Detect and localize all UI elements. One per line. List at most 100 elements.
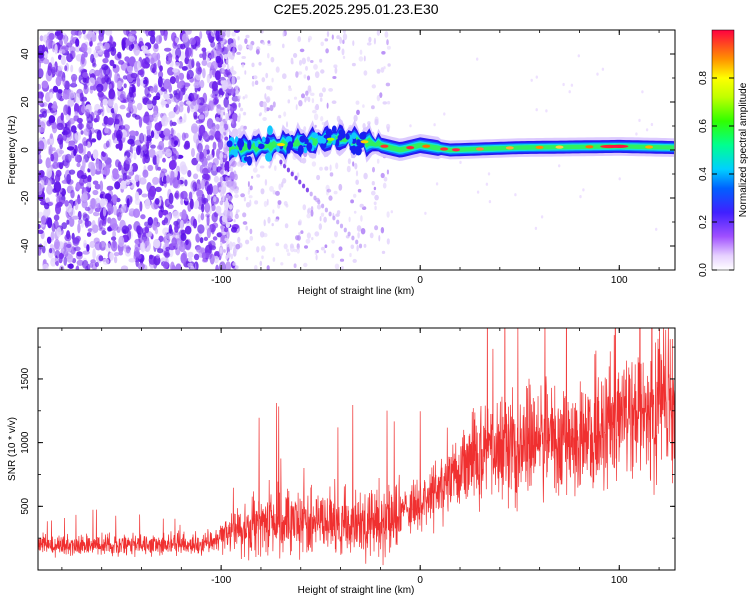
spectrogram-faint-cell [313,113,319,121]
spectrogram-noise-cell [38,184,43,196]
spectrogram-faint-cell [242,212,247,218]
spectrogram-noise-cell [168,111,176,119]
spectrogram-noise-cell [49,133,54,140]
spectrogram-noise-cell [68,169,76,175]
colorbar-tick-label: 0.2 [698,215,709,229]
spectrogram-noise-cell [112,132,116,141]
spectrogram-faint-cell [314,250,318,255]
spectrogram-noise-cell [101,152,106,158]
spectrogram-faint-cell [219,170,223,174]
spectrogram-noise-cell [78,121,83,131]
spectrogram-noise-cell [186,73,190,80]
spectrogram-noise-cell [56,89,63,101]
spectrogram-noise-cell [195,61,200,69]
spectrogram-faint-cell [303,157,306,163]
spectrogram-faint-cell [293,263,297,269]
spectrogram-noise-cell [93,118,98,123]
spectrogram-faint-cell [272,101,276,108]
spectrogram-faint-cell [252,167,258,173]
spectrogram-faint-cell [240,125,245,130]
spectrogram-noise-cell [89,262,94,268]
spectrogram-noise-cell [188,191,193,201]
spectrogram-ridge-peak [422,144,431,148]
spectrogram-noise-cell [211,185,219,195]
y-tick-label: -40 [20,238,31,253]
spectrogram-noise-cell [157,76,163,88]
spectrogram-noise-cell [167,52,173,64]
spectrogram-noise-cell [219,261,226,270]
spectrogram-streak-cell [309,191,313,197]
spectrogram-noise-cell [162,209,169,216]
spectrogram-noise-cell [70,189,75,199]
spectrogram-noise-cell [81,96,88,102]
spectrogram-noise-cell [95,157,99,165]
spectrogram-noise-cell [193,173,199,180]
spectrogram-noise-cell [74,111,78,116]
spectrogram-noise-cell [130,105,138,116]
spectrogram-noise-cell [82,158,86,170]
spectrogram-noise-cell [178,61,184,69]
spectrogram-faint-cell [247,181,250,188]
spectrogram-noise-cell [76,265,80,270]
spectrogram-noise-cell [111,236,117,241]
spectrogram-noise-cell [174,61,180,67]
spectrogram-ridge-peak [406,146,415,150]
spectrogram-noise-cell [138,233,144,244]
spectrogram-noise-cell [89,85,94,94]
colorbar-label: Normalized spectral amplitude [738,82,749,217]
spectrogram-noise-cell [212,236,218,241]
spectrogram-faint-cell [267,40,271,44]
spectrogram-noise-cell [61,222,67,230]
spectrogram-faint-cell [262,41,266,45]
spectrogram-faint-cell [306,232,311,239]
spectrogram-faint-cell [275,190,280,196]
spectrogram-noise-cell [62,89,70,100]
spectrogram-ridge-blob [238,143,243,151]
spectrogram-faint-cell [227,251,231,258]
spectrogram-noise-cell [213,255,219,264]
spectrogram-noise-cell [164,252,171,258]
spectrogram-noise-cell [152,110,158,123]
spectrogram-faint-cell [261,77,266,83]
spectrogram-faint-cell [307,208,310,214]
spectrogram-faint-cell [286,121,288,128]
spectrogram-noise-cell [67,98,75,107]
spectrogram-faint-cell [247,190,250,195]
spectrogram-faint-cell [558,164,561,168]
spectrogram-faint-cell [342,33,348,41]
spectrogram-noise-cell [133,44,141,56]
spectrogram-noise-cell [102,198,108,205]
spectrogram-noise-cell [160,205,164,213]
spectrogram-noise-cell [112,239,116,249]
spectrogram-ridge-blob [261,136,266,143]
spectrogram-noise-cell [168,160,177,171]
spectrogram-noise-cell [175,37,179,44]
spectrogram-faint-cell [304,245,308,249]
spectrogram-faint-cell [326,102,329,109]
spectrogram-noise-cell [58,39,63,47]
spectrogram-noise-cell [162,175,167,184]
spectrogram-faint-cell [297,36,302,43]
spectrogram-noise-cell [210,93,216,99]
spectrogram-faint-cell [229,187,235,193]
spectrogram-faint-cell [363,243,367,248]
spectrogram-faint-cell [535,108,538,112]
spectrogram-faint-cell [254,80,259,85]
spectrogram-faint-cell [386,45,391,50]
spectrogram-faint-cell [348,216,351,223]
spectrogram-noise-cell [162,91,168,98]
spectrogram-noise-cell [113,205,118,216]
spectrogram-noise-cell [42,197,46,206]
spectrogram-noise-cell [40,215,47,225]
spectrogram-faint-cell [535,75,538,79]
spectrogram-noise-cell [210,61,219,71]
spectrogram-faint-cell [435,182,439,186]
spectrogram-noise-cell [180,87,187,92]
spectrogram-ridge-blob [311,132,319,139]
spectrogram-faint-cell [376,30,381,36]
spectrogram-faint-cell [320,212,325,217]
spectrogram-faint-cell [278,114,282,119]
spectrogram-noise-cell [114,123,120,131]
spectrogram-faint-cell [300,230,304,235]
spectrogram-ridge-blob [287,141,294,149]
